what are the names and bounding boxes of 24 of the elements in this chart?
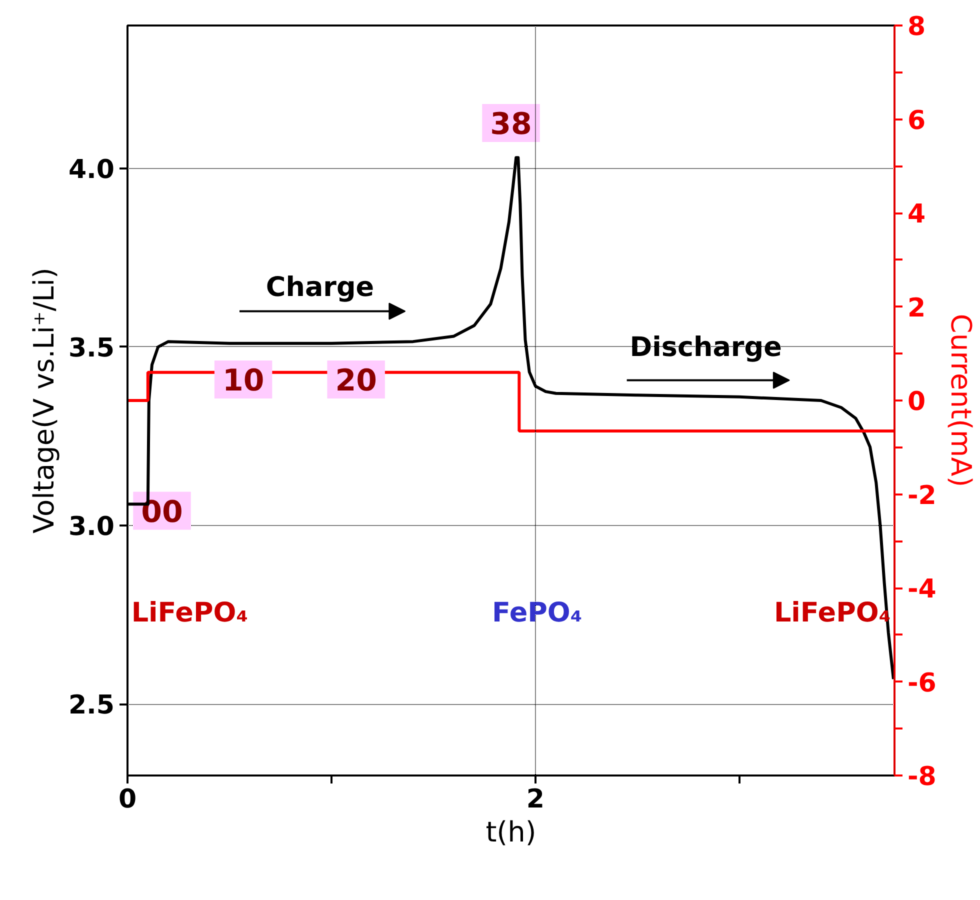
- y-tick-label: 3.0: [68, 512, 115, 542]
- x-axis-title: t(h): [486, 816, 536, 848]
- y-tick-label: 2.5: [68, 690, 115, 721]
- y-tick-label: 4.0: [68, 154, 115, 185]
- y2-tick-label: 0: [908, 387, 926, 417]
- y2-tick-label: -2: [908, 480, 936, 511]
- annotation: FePO₄: [492, 597, 582, 628]
- y-axis-title: Voltage(V vs.Li⁺/Li): [27, 268, 60, 534]
- y-tick-label: 3.5: [68, 333, 115, 364]
- annotation: Discharge: [630, 332, 782, 363]
- y2-tick-label: 2: [908, 293, 926, 324]
- annotation: Charge: [266, 272, 374, 303]
- annotation: 00: [141, 494, 183, 530]
- y2-tick-label: -6: [908, 668, 936, 698]
- annotation: 10: [222, 364, 264, 398]
- y2-tick-label: 6: [908, 106, 926, 136]
- y2-tick-label: 4: [908, 200, 926, 230]
- annotation: 20: [335, 364, 377, 398]
- y2-axis-title: Current(mA): [944, 314, 978, 488]
- annotation: LiFePO₄: [131, 597, 248, 628]
- y2-tick-label: 8: [908, 12, 926, 42]
- y2-tick-label: -8: [908, 762, 936, 792]
- y2-tick-label: -4: [908, 574, 936, 604]
- annotation: 38: [490, 107, 532, 142]
